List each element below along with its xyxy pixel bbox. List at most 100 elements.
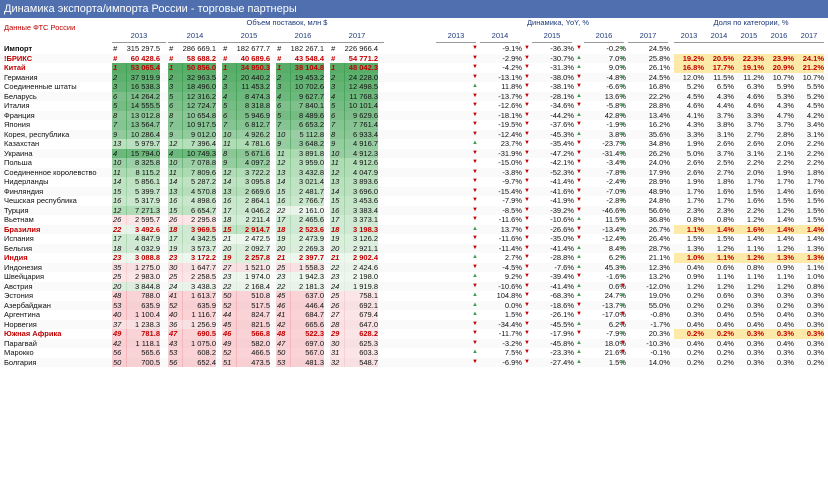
volume-cell: 15 794.0: [126, 148, 160, 158]
trend-indicator: ▼: [470, 149, 480, 159]
trend-indicator: ▲: [574, 339, 584, 349]
volume-cell: 652.4: [182, 357, 216, 367]
down-arrow-icon: ▼: [524, 197, 530, 203]
dynamics-cell: -46.6%: [602, 205, 626, 215]
share-cell: 1.1%: [674, 224, 704, 234]
share-cell: 12.0%: [682, 72, 704, 82]
up-arrow-icon: ▲: [472, 83, 478, 89]
rank-cell: 12: [330, 167, 345, 177]
volume-cell: 635.9: [182, 300, 216, 310]
share-cell: [674, 44, 704, 54]
rank-cell: 46: [276, 300, 291, 310]
rank-cell: 48: [276, 329, 291, 339]
trend-indicator: ▼: [574, 73, 584, 83]
up-arrow-icon: ▲: [472, 225, 478, 232]
share-cell: 0.4%: [776, 310, 794, 319]
share-cell: 4.1%: [686, 110, 704, 120]
rank-cell: 49: [222, 338, 237, 348]
trend-indicator: ▼: [470, 63, 480, 73]
share-cell: 0.4%: [686, 262, 704, 272]
volume-cell: 679.4: [344, 310, 378, 320]
trend-indicator: ▲: [618, 139, 628, 149]
trend-indicator: ▲: [618, 196, 628, 206]
rank-cell: 13: [276, 167, 291, 177]
share-cell: 1.2%: [716, 243, 734, 253]
share-cell: 3.3%: [746, 110, 764, 120]
down-arrow-icon: ▼: [472, 339, 478, 346]
share-cell: 19.1%: [734, 63, 764, 73]
up-arrow-icon: ▲: [620, 159, 626, 165]
dynamics-cell: -27.4%: [550, 357, 574, 367]
dynamics-cell: -15.0%: [498, 158, 522, 167]
volume-year-2016: 2016: [276, 31, 330, 43]
down-arrow-icon: ▼: [472, 216, 478, 222]
share-cell: 0.3%: [806, 338, 824, 348]
rank-cell: 1: [168, 63, 183, 73]
dynamics-cell: -45.8%: [550, 338, 574, 348]
volume-cell: 14 555.5: [126, 101, 160, 111]
up-arrow-icon: ▲: [620, 111, 626, 118]
rank-cell: 11: [276, 148, 291, 158]
dynamics-cell: -36.3%: [550, 44, 574, 53]
rank-cell: 11: [168, 167, 183, 177]
trend-indicator: ▼: [470, 215, 480, 225]
rank-cell: 23: [168, 253, 183, 263]
rank-cell: 53: [112, 300, 127, 310]
up-arrow-icon: ▲: [620, 263, 626, 270]
country-name: Индия: [4, 253, 28, 262]
volume-cell: 3 198.3: [344, 224, 378, 234]
dynamics-cell: 0.0%: [504, 300, 522, 310]
rank-cell: 17: [330, 215, 345, 225]
up-arrow-icon: ▲: [620, 178, 626, 184]
trend-indicator: ▼: [522, 158, 532, 168]
up-arrow-icon: ▲: [576, 64, 582, 70]
volume-cell: 517.5: [236, 300, 270, 310]
share-cell: 2.2%: [806, 148, 824, 158]
rank-cell: 18: [276, 224, 291, 234]
share-cell: 0.2%: [704, 329, 734, 339]
trend-indicator: ▼: [522, 101, 532, 111]
trend-indicator: ▼: [522, 282, 532, 292]
trend-indicator: ▲: [574, 358, 584, 368]
up-arrow-icon: ▲: [620, 273, 626, 279]
down-arrow-icon: ▼: [472, 187, 478, 194]
dynamics-cell: -1.7%: [650, 319, 670, 329]
trend-indicator: ▼: [470, 168, 480, 178]
rank-cell: 16: [222, 196, 237, 206]
share-cell: 17.7%: [704, 63, 734, 73]
volume-cell: 11 768.3: [344, 91, 378, 101]
share-cell: 10.7%: [802, 72, 824, 82]
down-arrow-icon: ▼: [524, 349, 530, 355]
trend-indicator: ▲: [574, 263, 584, 273]
share-cell: 0.2%: [674, 329, 704, 339]
down-arrow-icon: ▼: [524, 140, 530, 146]
share-cell: 2.6%: [716, 139, 734, 148]
down-arrow-icon: ▼: [472, 102, 478, 108]
trend-indicator: ▼: [574, 301, 584, 311]
volume-cell: 2 983.0: [126, 272, 160, 282]
rank-cell: 27: [330, 310, 345, 320]
table-row: Турция 12 7 271.3 2.3% 15 6 654.7 ▼ -8.5% 2.3% 17…: [0, 205, 828, 215]
down-arrow-icon: ▼: [472, 92, 478, 99]
share-year-2016: 2016: [764, 31, 794, 43]
table-row: Польша 10 8 325.8 2.6% 10 7 078.8 ▼ -15.0% 2.5% 9…: [0, 158, 828, 168]
share-cell: 0.3%: [746, 357, 764, 367]
rank-cell: 5: [222, 101, 237, 111]
share-cell: 1.7%: [686, 186, 704, 196]
rank-cell: 11: [112, 167, 127, 177]
down-arrow-icon: ▼: [524, 178, 530, 184]
rank-cell: 25: [112, 272, 127, 282]
up-arrow-icon: ▲: [620, 83, 626, 89]
share-cell: 2.7%: [746, 129, 764, 139]
share-cell: 0.2%: [686, 348, 704, 357]
volume-cell: 1 647.7: [182, 262, 216, 272]
down-arrow-icon: ▼: [576, 197, 582, 203]
share-cell: 0.2%: [716, 357, 734, 367]
rank-cell: 14: [222, 177, 237, 187]
dynamics-cell: -12.4%: [498, 129, 522, 139]
up-arrow-icon: ▲: [620, 45, 626, 51]
country-name: Азербайджан: [4, 300, 51, 310]
trend-indicator: ▲: [574, 348, 584, 358]
volume-cell: 1 238.3: [126, 319, 160, 329]
trend-indicator: ▼: [470, 44, 480, 54]
